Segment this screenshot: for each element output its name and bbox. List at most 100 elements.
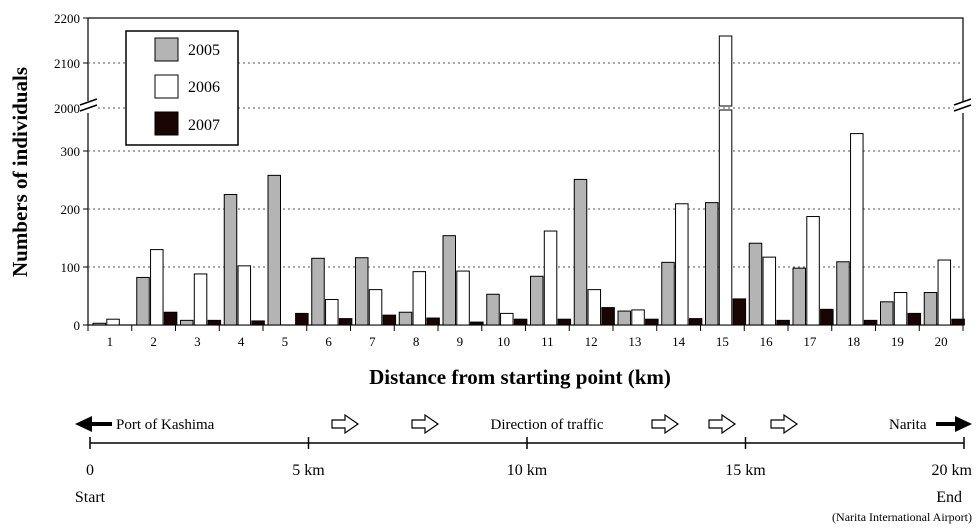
bar-2005-8 [398, 311, 413, 326]
bar-2005-5 [267, 174, 281, 326]
bar-2006-9 [456, 270, 470, 326]
x-tick-label: 2 [150, 334, 157, 349]
y-axis-title: Numbers of individuals [8, 67, 32, 277]
bar-2007-3 [207, 319, 222, 326]
bar-2007-9 [470, 321, 484, 326]
y-tick-label: 300 [61, 144, 81, 159]
bar-2005-17 [792, 267, 806, 326]
bar-2006-17 [806, 216, 820, 326]
x-tick-label: 17 [803, 334, 817, 349]
bar-2005-19 [880, 301, 894, 326]
bar-2005-6 [311, 257, 325, 326]
origin-label: Port of Kashima [116, 417, 215, 433]
traffic-arrow-icon [411, 413, 440, 435]
bar-2005-14 [661, 261, 675, 326]
bar-2007-13 [645, 318, 659, 326]
bar-2005-7 [355, 257, 369, 326]
traffic-arrows [331, 413, 799, 435]
bar-2005-12 [573, 178, 588, 326]
bar-2005-1 [92, 322, 106, 326]
x-tick-label: 18 [847, 334, 860, 349]
legend-label-2005: 2005 [188, 42, 220, 59]
x-tick-label: 7 [369, 334, 376, 349]
x-tick-label: 15 [716, 334, 729, 349]
left-arrow-icon [75, 416, 112, 432]
bar-2006-13 [631, 309, 645, 326]
legend-label-2007: 2007 [188, 117, 220, 134]
bar-2006-7 [368, 289, 383, 326]
direction-label: Direction of traffic [490, 417, 603, 433]
bar-2006-6 [325, 298, 339, 326]
bar-2007-12 [601, 307, 615, 326]
bar-2005-9 [442, 235, 456, 326]
scale-tick-label: 15 km [725, 462, 766, 479]
x-tick-label: 10 [497, 334, 510, 349]
bar-2006-12 [587, 289, 602, 326]
bar-2005-4 [223, 194, 238, 326]
legend-swatch-2006 [154, 74, 179, 99]
y-tick-label: 2100 [54, 56, 80, 71]
bar-2007-14 [688, 318, 703, 326]
bar-2007-10 [513, 318, 528, 326]
bar-2006-18 [850, 133, 864, 326]
start-label: Start [75, 489, 106, 506]
distance-scale: 0 5 km 10 km 15 km 20 km [86, 437, 973, 479]
y-axis: 0 100 200 300 2000 2100 2200 [54, 11, 88, 333]
bar-2005-11 [530, 275, 544, 326]
bar-2006-4 [237, 265, 252, 326]
bar-2006-15-lower [718, 109, 733, 326]
bar-2006-19 [893, 292, 908, 326]
destination-label: Narita [889, 417, 927, 433]
route-diagram: Port of Kashima Direction of traffic Nar… [75, 413, 973, 524]
bar-2006-15-upper [718, 35, 733, 107]
x-tick-label: 12 [585, 334, 598, 349]
legend: 2005 2006 2007 [125, 30, 239, 146]
bar-2006-10 [500, 312, 514, 326]
scale-tick-label: 5 km [292, 462, 325, 479]
scale-tick-label: 10 km [507, 462, 548, 479]
axis-break-left [79, 98, 98, 113]
legend-swatch-2007 [154, 111, 179, 136]
y-tick-label: 100 [61, 260, 81, 275]
x-tick-label: 3 [194, 334, 201, 349]
axis-break-right [953, 98, 972, 113]
legend-frame [125, 30, 239, 146]
y-tick-label: 2200 [54, 11, 80, 26]
x-tick-label: 13 [628, 334, 641, 349]
bar-2006-2 [150, 249, 164, 326]
bar-2007-7 [382, 314, 397, 326]
bar-2006-16 [762, 256, 777, 326]
bar-2006-3 [193, 273, 208, 326]
x-tick-label: 1 [107, 334, 114, 349]
traffic-arrow-icon [331, 413, 360, 435]
legend-label-2006: 2006 [188, 79, 220, 96]
legend-swatch-2005 [154, 37, 179, 62]
bar-2005-15 [705, 202, 719, 326]
bar-2005-3 [180, 319, 194, 326]
x-tick-label: 20 [935, 334, 948, 349]
bar-2007-2 [163, 311, 178, 326]
bar-2007-19 [907, 312, 922, 326]
bar-2007-20 [951, 318, 965, 326]
x-tick-label: 5 [282, 334, 289, 349]
scale-tick-label: 0 [86, 462, 94, 479]
x-tick-label: 14 [672, 334, 686, 349]
x-tick-label: 4 [238, 334, 245, 349]
x-tick-label: 11 [541, 334, 554, 349]
bar-2005-16 [748, 242, 763, 326]
right-arrow-icon [936, 416, 972, 432]
x-axis: 1 2 3 4 5 6 7 8 9 10 11 12 13 14 15 16 17 18 19 20 [87, 325, 964, 349]
bar-2007-17 [820, 308, 834, 326]
traffic-arrow-icon [651, 413, 680, 435]
x-tick-label: 9 [457, 334, 464, 349]
traffic-arrow-icon [708, 413, 737, 435]
bar-2006-14 [675, 203, 689, 326]
bar-2006-8 [412, 271, 427, 326]
y-tick-label: 2000 [54, 101, 80, 116]
bar-2005-20 [923, 292, 938, 326]
bar-2007-11 [557, 318, 572, 326]
y-tick-label: 200 [61, 202, 81, 217]
bar-2005-2 [136, 276, 150, 326]
x-tick-label: 6 [325, 334, 332, 349]
